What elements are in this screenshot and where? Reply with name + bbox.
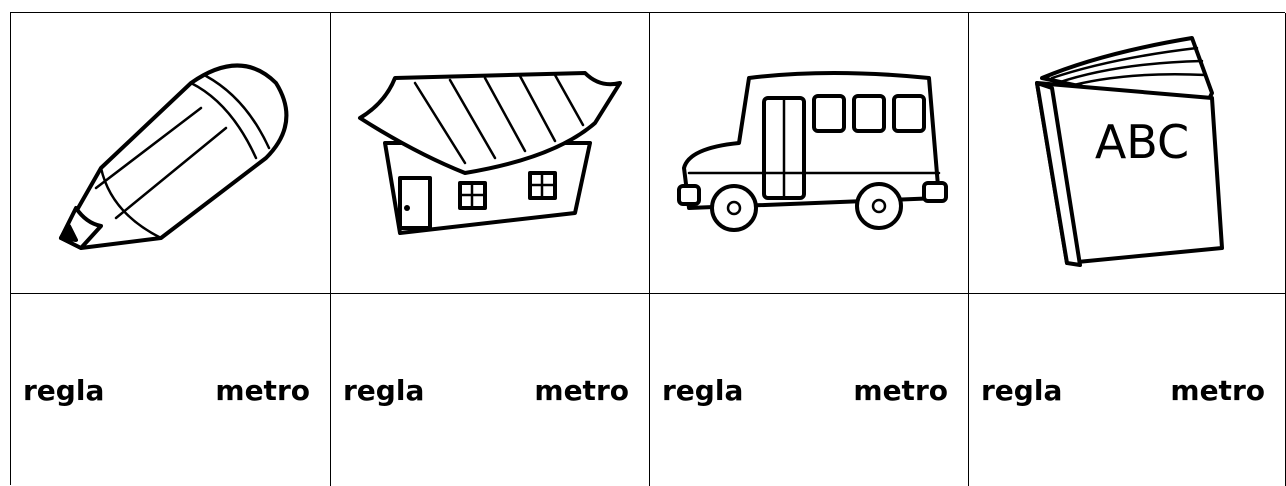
- option-word: metro: [534, 373, 629, 407]
- option-word: regla: [23, 373, 105, 407]
- book-cover-text: ABC: [1095, 115, 1189, 169]
- picture-cell: ABC: [969, 13, 1286, 294]
- pencil-picture: [58, 63, 288, 250]
- answer-cell: regla metro: [11, 294, 331, 486]
- option-word: metro: [215, 373, 310, 407]
- worksheet-table: ABC regla metro regla metro regla metro …: [10, 12, 1286, 486]
- picture-cell: [11, 13, 331, 294]
- option-word: metro: [853, 373, 948, 407]
- answer-cell: regla metro: [650, 294, 969, 486]
- picture-cell: [650, 13, 969, 294]
- option-word: regla: [662, 373, 744, 407]
- picture-cell: [331, 13, 650, 294]
- bus-picture: [677, 71, 948, 232]
- book-picture: ABC: [1035, 36, 1224, 267]
- option-word: metro: [1170, 373, 1265, 407]
- answer-cell: regla metro: [969, 294, 1286, 486]
- answer-cell: regla metro: [331, 294, 650, 486]
- option-word: regla: [343, 373, 425, 407]
- option-word: regla: [981, 373, 1063, 407]
- house-picture: [358, 71, 622, 235]
